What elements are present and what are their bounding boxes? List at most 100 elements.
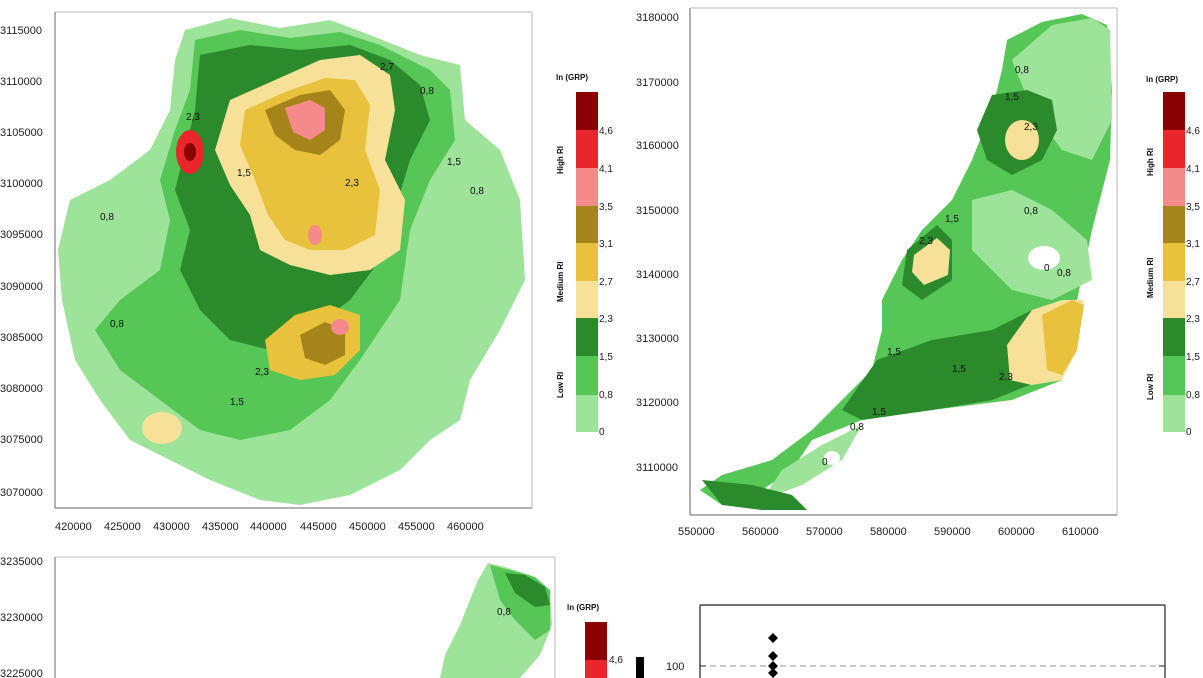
x-tick-label: 440000 (250, 521, 287, 533)
map-1-spot-darkred (184, 143, 196, 161)
map-2-contours (700, 14, 1112, 510)
legend-value: 4,6 (1186, 126, 1200, 137)
y-tick-label: 3110000 (0, 76, 42, 88)
legend-swatch (576, 318, 598, 356)
y-tick-label: 3085000 (0, 332, 43, 344)
x-tick-label: 445000 (300, 521, 337, 533)
legend-value: 2,7 (599, 277, 613, 288)
legend-value: 3,1 (599, 239, 613, 250)
legend-value: 3,5 (1186, 202, 1200, 213)
legend-swatch (576, 356, 598, 395)
legend-swatch (1163, 318, 1185, 356)
map-2-zone-mid-d (702, 480, 807, 510)
legend-title: ln (GRP) (1146, 75, 1178, 84)
contour-label: 0,8 (100, 212, 114, 223)
map-2-zone-lowest-b (972, 190, 1092, 300)
legend-value: 1,5 (1186, 352, 1200, 363)
legend-swatch (576, 206, 598, 243)
legend-swatch (576, 92, 598, 130)
contour-label: 2,3 (999, 372, 1013, 383)
y-tick-label: 3080000 (0, 383, 43, 395)
map-3-contours (440, 563, 552, 678)
legend-title: ln (GRP) (567, 603, 599, 612)
y-tick-label: 3170000 (636, 77, 679, 89)
y-tick-label: 3130000 (636, 333, 679, 345)
contour-label: 0,8 (1015, 65, 1029, 76)
x-tick-label: 610000 (1062, 526, 1099, 538)
legend-3: ln (GRP) 4,6 (567, 603, 623, 678)
legend-value: 2,3 (1186, 314, 1200, 325)
map-3-zone-mid (505, 573, 550, 607)
contour-label: 2,3 (186, 112, 200, 123)
map-2-zone-lowest (1012, 18, 1112, 160)
contour-label: 1,5 (230, 397, 244, 408)
y-tick-label: 3100000 (0, 178, 43, 190)
legend-value: 3,1 (1186, 239, 1200, 250)
map-panel-3: 0,8 3235000 3230000 3225000 ln (GRP) 4,6 (0, 556, 623, 678)
scatter-panel: 100 (636, 604, 1166, 678)
contour-label: 0 (822, 457, 828, 468)
contour-label: 0,8 (1057, 268, 1071, 279)
contour-label: 0,8 (470, 186, 484, 197)
y-tick-label: 3225000 (0, 668, 43, 678)
y-tick-label: 3110000 (636, 462, 678, 474)
legend-value: 4,6 (609, 655, 623, 666)
map-2-zone-mid-c (842, 310, 1052, 420)
legend-value: 3,5 (599, 202, 613, 213)
contour-label: 0,8 (110, 319, 124, 330)
y-tick-label: 3230000 (0, 612, 43, 624)
map-2-hole (1028, 246, 1060, 270)
contour-label: 2,3 (1024, 122, 1038, 133)
map-1-spot-pink2 (308, 225, 322, 245)
map-panel-1: 0,8 0,8 0,8 0,8 1,5 1,5 1,5 2,3 2,3 2,3 … (0, 11, 598, 533)
contour-label: 1,5 (237, 168, 251, 179)
contour-label: 1,5 (945, 214, 959, 225)
legend-class-label: Medium RI (1146, 258, 1155, 298)
legend-swatch (1163, 130, 1185, 168)
contour-label: 2,7 (380, 62, 394, 73)
legend-title: ln (GRP) (556, 73, 588, 82)
legend-value: 2,7 (1186, 277, 1200, 288)
contour-label: 2,3 (919, 236, 933, 247)
contour-label: 1,5 (1005, 92, 1019, 103)
map-2-zone-lowest-c (762, 425, 862, 500)
contour-label: 1,5 (447, 157, 461, 168)
contour-label: 1,5 (952, 364, 966, 375)
legend-value: 4,1 (1186, 164, 1200, 175)
map-2-contour-labels: 0 0 0,8 0,8 0,8 0,8 1,5 1,5 1,5 1,5 1,5 … (822, 65, 1071, 468)
legend-swatch (1163, 356, 1185, 395)
legend-class-label: High RI (1146, 148, 1155, 176)
legend-value: 0 (1186, 427, 1192, 438)
map-panel-2: 0 0 0,8 0,8 0,8 0,8 1,5 1,5 1,5 1,5 1,5 … (636, 7, 1200, 538)
legend-class-label: High RI (556, 146, 565, 174)
y-tick-label: 3090000 (0, 281, 43, 293)
y-tick-label: 3180000 (636, 12, 679, 24)
legend-swatch (576, 130, 598, 168)
map-2-x-axis: 550000 560000 570000 580000 590000 60000… (678, 526, 1099, 538)
data-point (768, 668, 778, 678)
legend-value: 1,5 (599, 352, 613, 363)
y-tick-label: 3140000 (636, 269, 679, 281)
legend-value: 4,6 (599, 126, 613, 137)
map-2-spot-gold (1042, 300, 1084, 375)
y-tick-label: 3150000 (636, 205, 679, 217)
y-tick-label: 3105000 (0, 127, 43, 139)
contour-label: 0 (1044, 263, 1050, 274)
map-3-plot-frame (54, 556, 556, 678)
contour-label: 0,8 (850, 422, 864, 433)
legend-class-label: Low RI (556, 372, 565, 398)
legend-class-label: Medium RI (556, 262, 565, 302)
cropped-axis-label (636, 657, 644, 678)
contour-label: 2,3 (255, 367, 269, 378)
x-tick-label: 420000 (55, 521, 92, 533)
scatter-points (768, 633, 778, 678)
contour-label: 1,5 (887, 347, 901, 358)
legend-swatch (1163, 243, 1185, 281)
contour-label: 2,3 (345, 178, 359, 189)
map-3-y-axis: 3235000 3230000 3225000 (0, 556, 43, 678)
legend-value: 4,1 (599, 164, 613, 175)
legend-swatch (576, 168, 598, 206)
map-2-hole-b (824, 451, 840, 465)
legend-1-values: 0 0,8 1,5 2,3 2,7 3,1 3,5 4,1 4,6 (599, 126, 613, 438)
map-1-contours (58, 18, 525, 505)
